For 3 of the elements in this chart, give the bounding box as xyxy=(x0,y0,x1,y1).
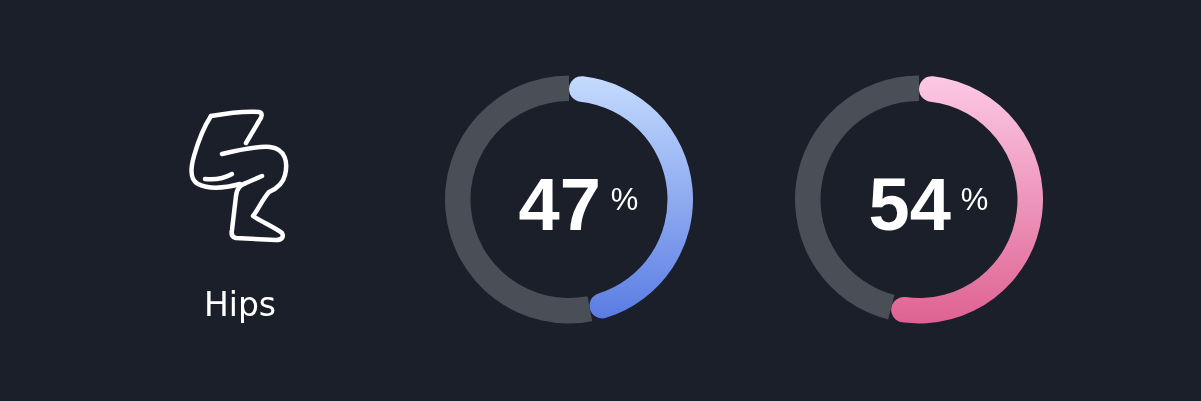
data-label: 47% xyxy=(518,163,638,246)
text: Hips xyxy=(202,285,278,324)
data-label: 54% xyxy=(868,163,988,246)
